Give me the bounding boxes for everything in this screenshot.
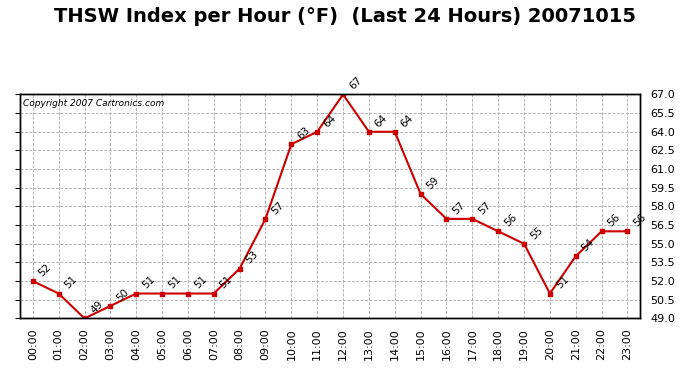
Text: Copyright 2007 Cartronics.com: Copyright 2007 Cartronics.com: [23, 99, 164, 108]
Text: 67: 67: [347, 75, 364, 92]
Text: 64: 64: [322, 112, 338, 129]
Text: 52: 52: [37, 262, 53, 278]
Text: 57: 57: [270, 200, 286, 216]
Text: 57: 57: [451, 200, 467, 216]
Text: 56: 56: [502, 212, 519, 228]
Text: 51: 51: [166, 274, 183, 291]
Text: 56: 56: [631, 212, 648, 228]
Text: 50: 50: [115, 287, 131, 303]
Text: 64: 64: [373, 112, 390, 129]
Text: 51: 51: [63, 274, 79, 291]
Text: 57: 57: [477, 200, 493, 216]
Text: 63: 63: [295, 125, 312, 141]
Text: 51: 51: [192, 274, 208, 291]
Text: THSW Index per Hour (°F)  (Last 24 Hours) 20071015: THSW Index per Hour (°F) (Last 24 Hours)…: [54, 8, 636, 27]
Text: 55: 55: [529, 225, 544, 241]
Text: 49: 49: [89, 299, 105, 316]
Text: 64: 64: [399, 112, 415, 129]
Text: 59: 59: [425, 175, 441, 191]
Text: 51: 51: [218, 274, 235, 291]
Text: 54: 54: [580, 237, 596, 254]
Text: 56: 56: [606, 212, 622, 228]
Text: 51: 51: [554, 274, 571, 291]
Text: 53: 53: [244, 249, 260, 266]
Text: 51: 51: [140, 274, 157, 291]
